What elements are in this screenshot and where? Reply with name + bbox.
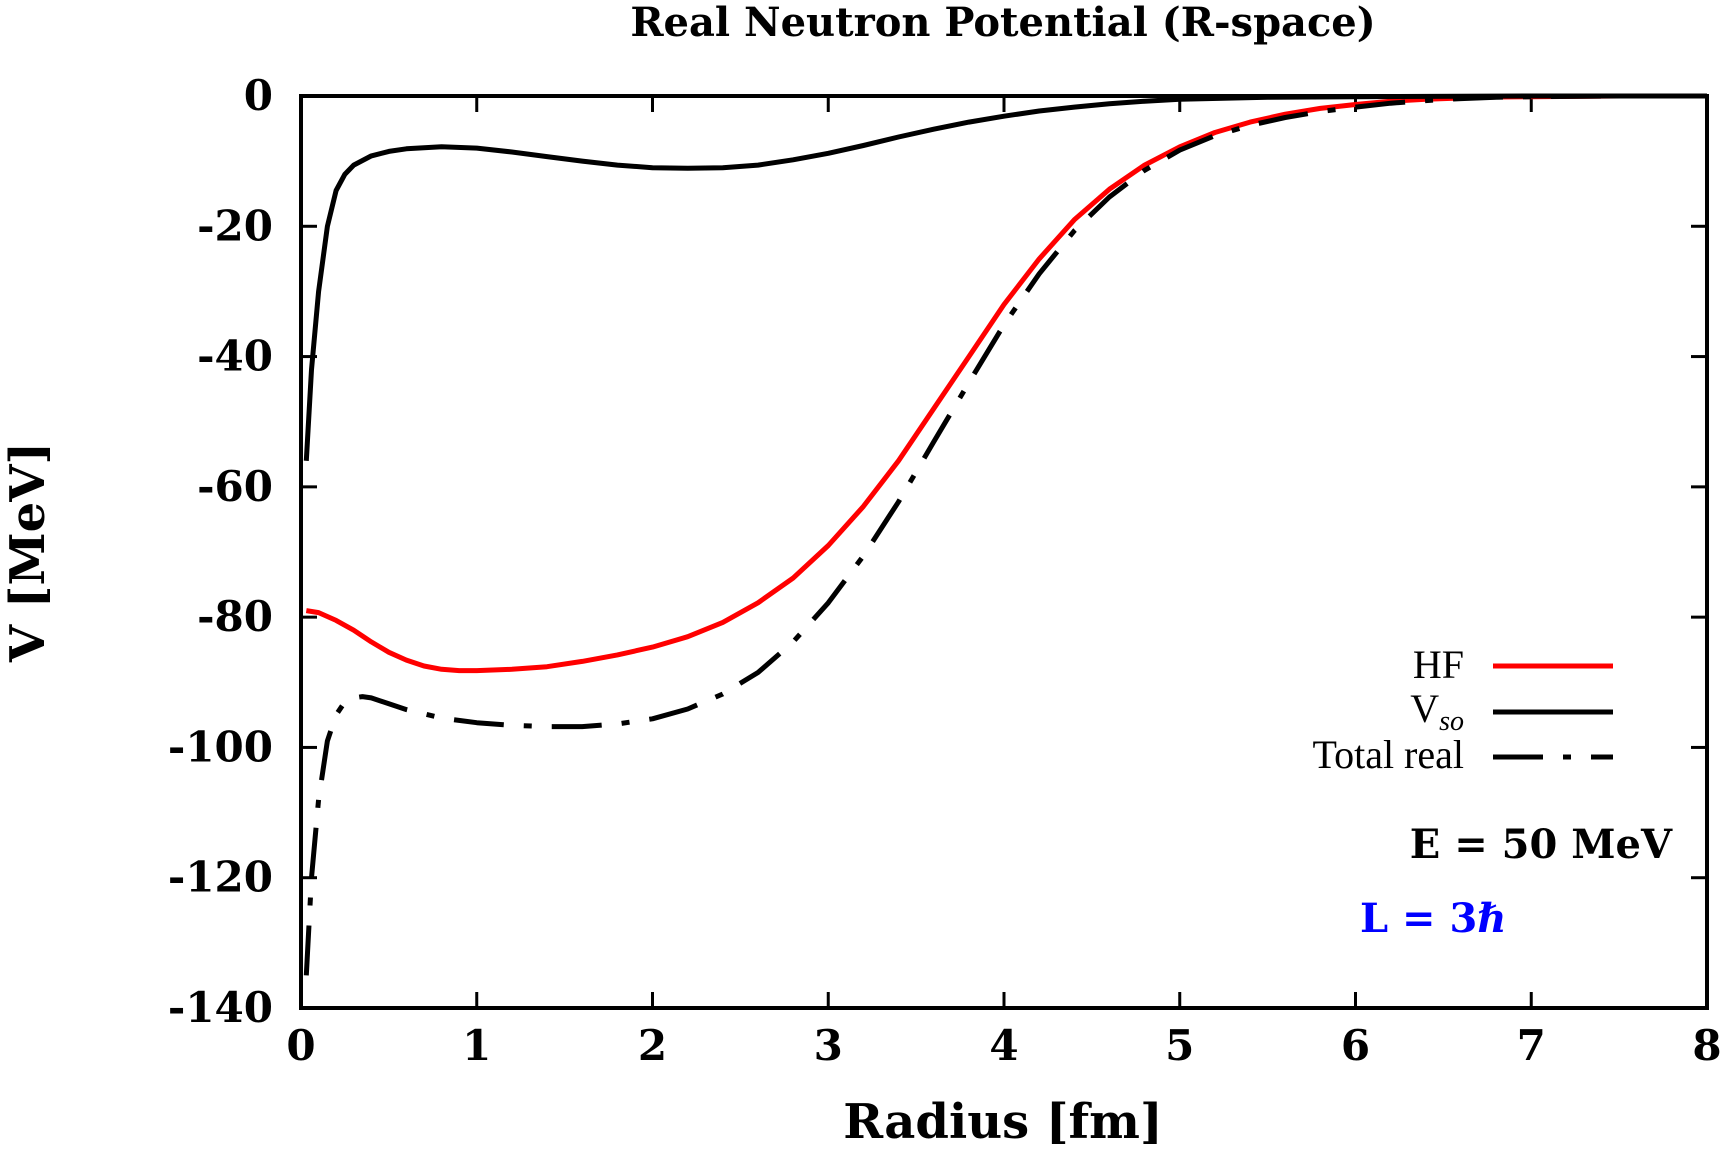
y-axis-label: V [MeV] [0, 442, 56, 663]
legend-label-vso-main: V [1410, 686, 1439, 731]
x-tick-label: 6 [1341, 1021, 1370, 1070]
annotation-angular-momentum: L = 3ℏ [1360, 895, 1506, 942]
legend-label-vso: Vso [1410, 686, 1464, 737]
x-tick-label: 0 [286, 1021, 315, 1070]
y-tick-label: 0 [244, 71, 273, 120]
y-tick-label: -40 [197, 332, 273, 381]
x-tick-label: 2 [638, 1021, 667, 1070]
chart-title: Real Neutron Potential (R-space) [630, 0, 1375, 46]
y-ticks: 0 -20 -40 -60 -80 -100 -120 -140 [168, 71, 1707, 1032]
x-tick-label: 1 [462, 1021, 491, 1070]
series-line-hf [305, 93, 1620, 674]
legend-label-total-real: Total real [1312, 732, 1464, 777]
legend-label-vso-sub: so [1439, 706, 1464, 737]
y-tick-label: -60 [197, 462, 273, 511]
legend-label-hf: HF [1413, 642, 1464, 687]
x-axis-label: Radius [fm] [843, 1094, 1162, 1150]
y-tick-label: -20 [197, 201, 273, 250]
y-tick-label: -140 [168, 983, 273, 1032]
x-tick-label: 3 [814, 1021, 843, 1070]
y-tick-label: -80 [197, 592, 273, 641]
plot-frame [299, 94, 1709, 1010]
y-tick-label: -120 [168, 853, 273, 902]
legend: HF Vso Total real [1312, 642, 1613, 777]
series-line-v-so [303, 93, 1707, 461]
annotation-energy: E = 50 MeV [1410, 821, 1673, 868]
x-tick-label: 4 [989, 1021, 1018, 1070]
x-ticks: 0 1 2 3 4 5 6 7 8 [286, 96, 1722, 1070]
x-tick-label: 7 [1517, 1021, 1546, 1070]
y-tick-label: -100 [168, 722, 273, 771]
series-layer [303, 93, 1707, 976]
x-tick-label: 8 [1692, 1021, 1721, 1070]
series-line-total-real [303, 93, 1620, 976]
x-tick-label: 5 [1165, 1021, 1194, 1070]
